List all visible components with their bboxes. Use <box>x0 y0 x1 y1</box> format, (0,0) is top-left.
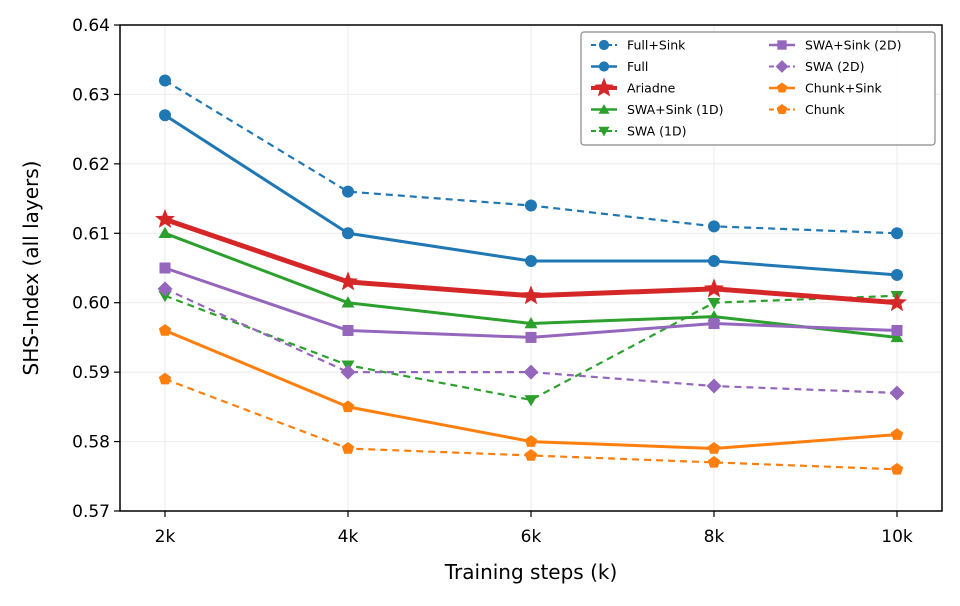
data-point <box>159 109 171 122</box>
data-point <box>338 271 358 291</box>
data-point <box>707 455 721 468</box>
data-point <box>521 285 541 305</box>
data-point <box>159 74 171 87</box>
data-point <box>342 185 354 198</box>
y-tick-label: 0.57 <box>72 502 110 522</box>
data-point <box>341 400 355 413</box>
legend-marker <box>598 39 610 51</box>
legend-label: SWA+Sink (2D) <box>805 38 902 53</box>
data-point <box>708 255 720 268</box>
data-point <box>342 227 354 240</box>
series-SWA+Sink (2D) <box>159 262 903 343</box>
data-point <box>524 448 538 461</box>
legend-label: SWA (1D) <box>627 124 686 139</box>
legend-box <box>580 31 936 146</box>
series-SWA (2D) <box>157 281 905 401</box>
legend-marker <box>776 103 788 114</box>
data-point <box>708 318 720 330</box>
data-point <box>890 462 904 475</box>
legend-item: Chunk <box>769 102 845 117</box>
legend-label: Full+Sink <box>627 38 686 53</box>
data-point <box>523 364 539 380</box>
legend-item: SWA (2D) <box>769 59 864 74</box>
data-point <box>890 428 904 440</box>
data-point <box>525 199 537 212</box>
series-Chunk <box>158 372 904 475</box>
data-point <box>707 442 721 454</box>
series-Ariadne <box>155 208 907 312</box>
data-point <box>707 297 721 310</box>
data-point <box>158 372 172 385</box>
legend-label: SWA (2D) <box>805 59 864 74</box>
data-point <box>158 226 172 239</box>
series-Chunk+Sink <box>158 323 904 454</box>
legend-label: SWA+Sink (1D) <box>627 102 724 117</box>
data-point <box>889 385 905 401</box>
legend-marker <box>598 104 610 114</box>
legend-label: Ariadne <box>627 81 676 96</box>
series-layer <box>155 74 907 475</box>
data-point <box>706 378 722 394</box>
series-line <box>164 294 898 402</box>
y-tick-label: 0.60 <box>72 294 110 314</box>
legend-marker <box>594 77 614 97</box>
legend-item: Ariadne <box>591 77 676 97</box>
x-tick-label: 6k <box>521 527 542 547</box>
series-SWA+Sink (1D) <box>158 226 904 343</box>
legend-item: Full <box>591 59 648 74</box>
data-point <box>159 262 171 274</box>
data-point <box>157 281 173 297</box>
x-tick-label: 4k <box>338 527 359 547</box>
legend-item: Chunk+Sink <box>769 81 883 96</box>
data-point <box>887 292 907 312</box>
legend-marker <box>775 60 789 73</box>
data-point <box>524 317 538 329</box>
x-axis-label: Training steps (k) <box>444 560 618 584</box>
legend-marker <box>598 61 610 72</box>
y-axis-label: SHS-Index (all layers) <box>19 161 43 376</box>
legend-marker <box>598 126 610 137</box>
legend-item: SWA+Sink (2D) <box>769 38 902 53</box>
series-Full+Sink <box>159 74 903 240</box>
y-tick-label: 0.58 <box>72 433 110 453</box>
y-tick-label: 0.59 <box>72 363 110 383</box>
legend-label: Chunk <box>805 102 845 117</box>
legend-marker <box>777 40 787 50</box>
y-tick-label: 0.61 <box>72 224 110 244</box>
series-Full <box>159 109 903 281</box>
data-point <box>524 435 538 447</box>
data-point <box>525 331 537 343</box>
data-point <box>342 324 354 336</box>
data-point <box>340 364 356 380</box>
data-point <box>524 395 538 407</box>
y-tick-label: 0.64 <box>72 16 110 36</box>
data-point <box>155 208 175 228</box>
y-tick-label: 0.63 <box>72 85 110 105</box>
y-tick-label: 0.62 <box>72 155 110 175</box>
data-point <box>891 268 903 281</box>
axis-layer: 0.57 0.58 0.59 0.60 0.61 0.62 0.63 0.64 2k 4k 6k 8k… <box>72 16 913 547</box>
data-point <box>891 227 903 240</box>
legend-item: SWA (1D) <box>591 124 686 139</box>
x-tick-label: 2k <box>155 527 176 547</box>
data-point <box>158 323 172 336</box>
data-point <box>341 296 355 308</box>
legend-label: Chunk+Sink <box>805 81 883 96</box>
legend-marker <box>776 82 788 93</box>
x-tick-label: 10k <box>881 527 913 547</box>
legend: Full+Sink Full Ariadne SWA+Sink (1D) SWA (1D… <box>580 31 936 146</box>
legend-item: Full+Sink <box>591 38 686 53</box>
x-tick-label: 8k <box>704 527 725 547</box>
data-point <box>525 255 537 268</box>
data-point <box>708 220 720 233</box>
data-point <box>341 442 355 454</box>
data-point <box>158 291 172 303</box>
legend-item: SWA+Sink (1D) <box>591 102 724 117</box>
data-point <box>704 278 724 298</box>
data-point <box>891 324 903 336</box>
data-point <box>890 330 904 343</box>
legend-label: Full <box>627 59 648 74</box>
